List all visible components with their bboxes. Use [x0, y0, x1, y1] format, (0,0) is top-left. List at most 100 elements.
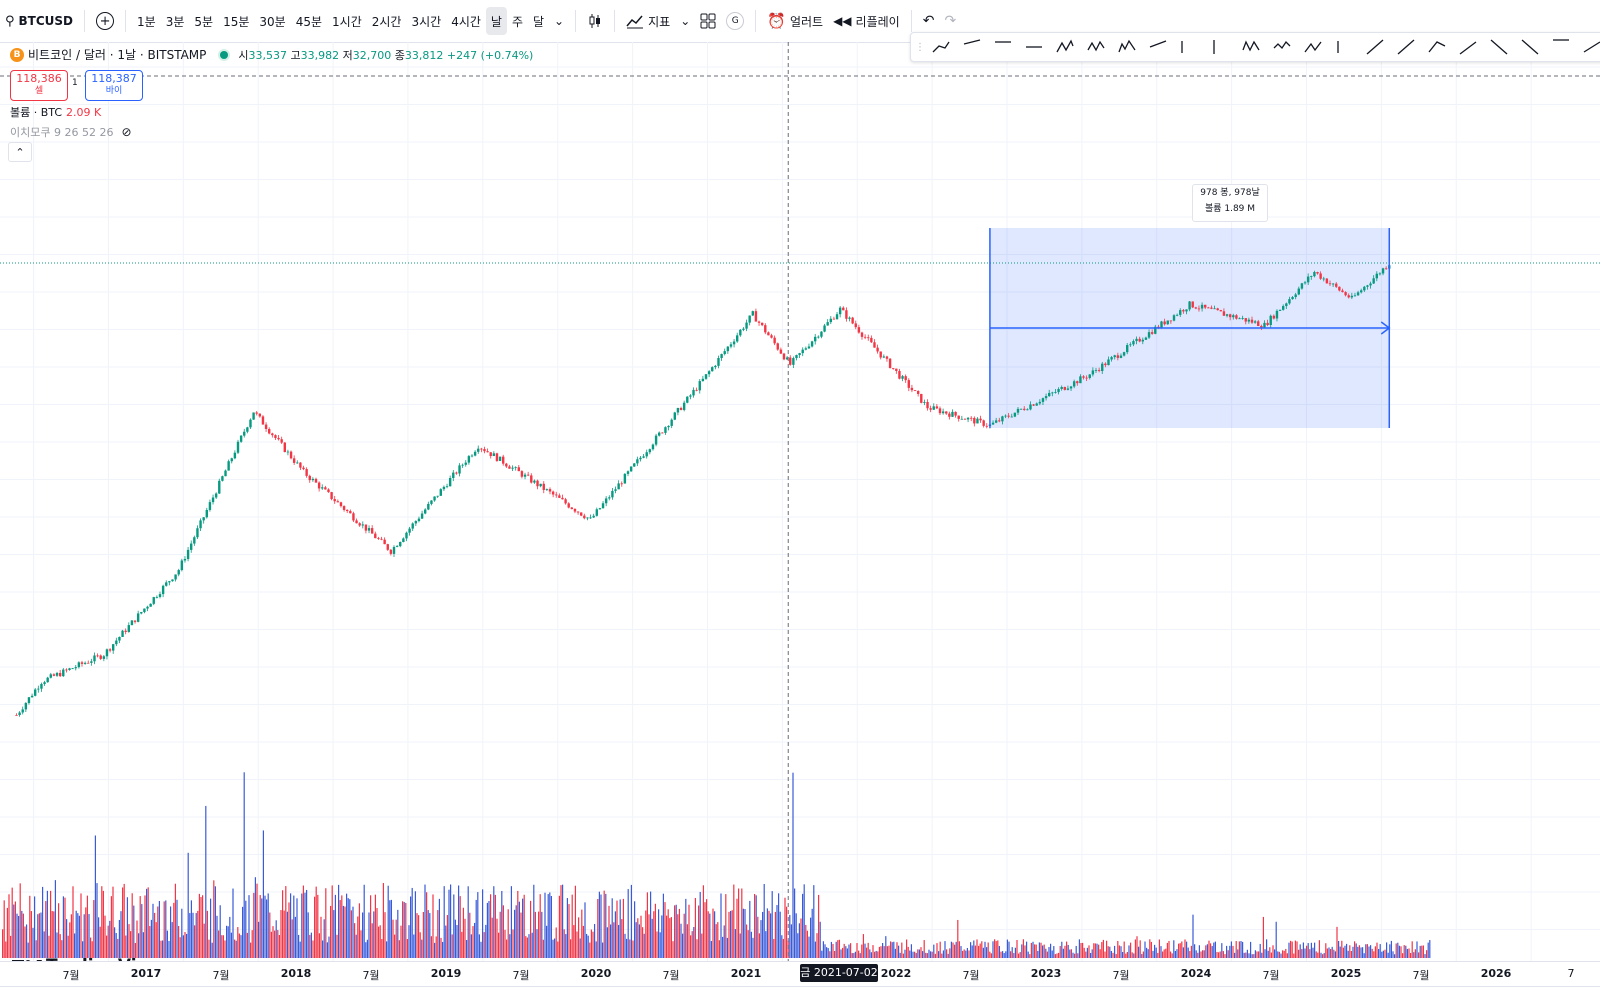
xabcd-pattern-tool-button[interactable]: [1080, 34, 1111, 60]
interval-dropdown[interactable]: ⌄: [549, 7, 569, 35]
zigzag-tool-button[interactable]: [1297, 34, 1328, 60]
wave-pattern-tool-button[interactable]: [1266, 34, 1297, 60]
candle-body: [1042, 398, 1044, 402]
gann-box-tool-button[interactable]: [1173, 34, 1204, 60]
candle-body: [1260, 326, 1262, 327]
interval-12[interactable]: 달: [528, 7, 549, 35]
interval-0[interactable]: 1분: [132, 7, 161, 35]
volume-bar: [349, 899, 350, 958]
date-range-tool-button[interactable]: [1018, 34, 1049, 60]
candle-body: [867, 337, 869, 338]
gann-fan-tool-button[interactable]: [1452, 34, 1483, 60]
candle-body: [1238, 318, 1240, 319]
volume-bar: [66, 919, 67, 958]
volume-bar: [808, 937, 809, 958]
indicators-dropdown[interactable]: ⌄: [675, 7, 695, 35]
wxyz-pattern-tool-button[interactable]: [1235, 34, 1266, 60]
drag-handle-icon[interactable]: ⋮: [915, 42, 925, 53]
undo-button[interactable]: ↶: [918, 7, 940, 35]
volume-bar: [965, 951, 966, 958]
elliott-wave-tool-button[interactable]: [1111, 34, 1142, 60]
redo-button[interactable]: ↷: [939, 7, 961, 35]
ichimoku-legend[interactable]: 이치모쿠 9 26 52 26 ⊘: [10, 124, 132, 140]
volume-bar: [247, 933, 248, 958]
candle-body: [256, 413, 258, 414]
volume-bar: [997, 940, 998, 958]
volume-bar: [517, 891, 518, 958]
pitchfan-tool-button[interactable]: [1421, 34, 1452, 60]
candle-body: [677, 408, 679, 412]
candle-body: [1298, 289, 1300, 295]
pitchfork-tool-button[interactable]: [1142, 34, 1173, 60]
interval-3[interactable]: 15분: [218, 7, 254, 35]
ray-tool-button[interactable]: [1390, 34, 1421, 60]
volume-bar: [218, 930, 219, 958]
volume-bar: [285, 886, 286, 958]
candle-body: [402, 538, 404, 542]
volume-bar: [1048, 947, 1049, 958]
volume-bar: [394, 935, 395, 958]
layouts-button[interactable]: [695, 7, 721, 35]
sell-button[interactable]: 118,386 셀: [10, 70, 68, 101]
volume-bar: [1018, 953, 1019, 958]
volume-bar: [1391, 941, 1392, 958]
gann-square-tool-button[interactable]: [1514, 34, 1545, 60]
indicators-button[interactable]: 지표: [621, 7, 675, 35]
interval-4[interactable]: 30분: [254, 7, 290, 35]
interval-11[interactable]: 주: [507, 7, 528, 35]
volume-bar: [1423, 945, 1424, 958]
interval-1[interactable]: 3분: [161, 7, 190, 35]
volume-bar: [287, 912, 288, 958]
interval-2[interactable]: 5분: [189, 7, 218, 35]
alert-button[interactable]: ⏰ 얼러트: [762, 7, 828, 35]
candle-body: [702, 379, 704, 381]
compare-button[interactable]: +: [91, 7, 119, 35]
symbol-search[interactable]: ⚲ BTCUSD: [0, 7, 78, 35]
cycle-lines-tool-button[interactable]: [1204, 34, 1235, 60]
volume-bar: [1132, 952, 1133, 958]
column-bars-tool-button[interactable]: [1328, 34, 1359, 60]
interval-5[interactable]: 45분: [291, 7, 327, 35]
g-button[interactable]: G: [721, 7, 749, 35]
eye-hidden-icon[interactable]: ⊘: [121, 125, 131, 139]
volume-bar: [1388, 953, 1389, 958]
replay-button[interactable]: ◀◀ 리플레이: [828, 7, 905, 35]
table-grid-tool-button[interactable]: [1545, 34, 1576, 60]
volume-bar: [18, 916, 19, 958]
candle-body: [670, 420, 672, 426]
interval-6[interactable]: 1시간: [327, 7, 367, 35]
interval-10[interactable]: 날: [486, 7, 507, 35]
volume-bar: [212, 943, 213, 958]
candle-body: [814, 337, 816, 342]
curve-tool-button[interactable]: [925, 34, 956, 60]
parallel-channel-tool-button[interactable]: [956, 34, 987, 60]
volume-bar: [568, 904, 569, 958]
brush-tool-button[interactable]: [1576, 34, 1600, 60]
fib-retracement-tool-button[interactable]: [987, 34, 1018, 60]
interval-8[interactable]: 3시간: [406, 7, 446, 35]
candle-body: [717, 358, 719, 366]
volume-bar: [589, 943, 590, 958]
volume-bar: [1156, 948, 1157, 958]
abcd-pattern-tool-button[interactable]: [1049, 34, 1080, 60]
chart-pane[interactable]: [0, 42, 1600, 1002]
fib-grid-tool-button[interactable]: [1483, 34, 1514, 60]
buy-button[interactable]: 118,387 바이: [85, 70, 143, 101]
volume-bar: [1210, 943, 1211, 958]
volume-bar: [317, 895, 318, 958]
candle-body: [1266, 323, 1268, 325]
candle-body: [246, 427, 248, 431]
interval-7[interactable]: 2시간: [367, 7, 407, 35]
chart-type-button[interactable]: [582, 7, 608, 35]
trend-line-tool-button[interactable]: [1359, 34, 1390, 60]
legend-title[interactable]: 비트코인 / 달러 · 1날 · BITSTAMP: [28, 46, 206, 63]
collapse-legend-button[interactable]: ⌃: [8, 142, 32, 162]
volume-bar: [122, 887, 123, 958]
volume-bar: [556, 927, 557, 958]
volume-bar: [669, 918, 670, 958]
interval-9[interactable]: 4시간: [446, 7, 486, 35]
brush-icon: [1582, 38, 1600, 56]
candle-body: [1036, 403, 1038, 405]
